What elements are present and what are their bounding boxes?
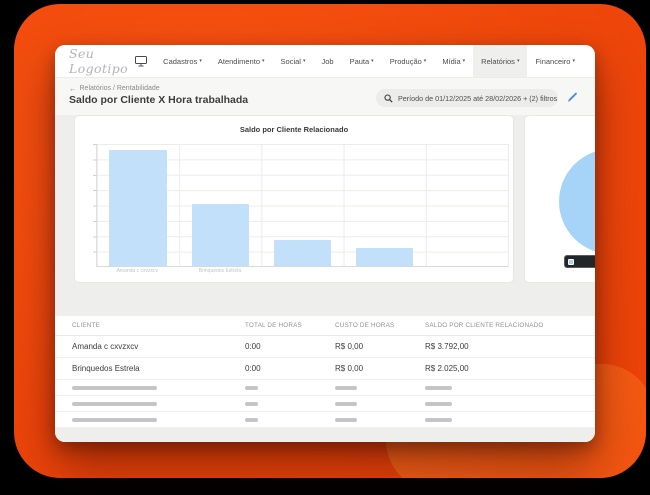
caret-down-icon: ▾ — [572, 57, 575, 64]
edit-filter-pencil-icon[interactable] — [567, 92, 578, 103]
bar-3[interactable] — [355, 247, 414, 266]
nav-item-atendimento[interactable]: Atendimento ▾ — [217, 56, 265, 66]
col-header-saldo[interactable]: SALDO POR CLIENTE RELACIONADO — [425, 322, 544, 329]
cell-total-horas: 0:00 — [245, 342, 261, 351]
top-nav: Seu Logotipo Cadastros ▾ Atendimento ▾ Soc… — [55, 45, 595, 78]
cell-cliente: Amanda c cxvzxcv — [72, 342, 139, 351]
back-arrow-icon[interactable]: ← — [69, 84, 77, 93]
breadcrumb: ← Relatórios / Rentabilidade — [69, 84, 160, 93]
bar-xlabel-1: Brinquedos Estrela — [198, 268, 242, 274]
skeleton-bar — [72, 401, 157, 406]
table-skeleton-row — [55, 380, 595, 396]
nav-item-cadastros[interactable]: Cadastros ▾ — [163, 56, 202, 66]
pie-chart-card — [524, 115, 595, 283]
period-filter-text: Período de 01/12/2025 até 28/02/2026 + (… — [398, 93, 558, 103]
pie-tooltip — [564, 255, 595, 268]
col-header-total-horas[interactable]: TOTAL DE HORAS — [245, 322, 302, 329]
bar-2[interactable] — [273, 240, 332, 266]
skeleton-bar — [245, 401, 258, 406]
cell-custo-horas: R$ 0,00 — [335, 364, 364, 373]
content-area: ← Relatórios / Rentabilidade Saldo por C… — [55, 78, 595, 442]
nav-item-social[interactable]: Social ▾ — [280, 56, 306, 66]
cell-saldo: R$ 2.025,00 — [425, 364, 469, 373]
skeleton-bar — [72, 385, 157, 390]
caret-down-icon: ▾ — [199, 57, 202, 64]
app-logo: Seu Logotipo — [69, 46, 129, 76]
nav-item-job[interactable]: Job — [321, 56, 334, 66]
table-skeleton-row — [55, 396, 595, 412]
bar-chart-card: Saldo por Cliente Relacionado Amanda c c… — [74, 115, 514, 283]
caret-down-icon: ▾ — [462, 57, 466, 64]
bar-0[interactable] — [109, 150, 167, 266]
bar-chart-plot — [93, 144, 509, 267]
skeleton-bar — [425, 401, 452, 406]
bar-chart-title: Saldo por Cliente Relacionado — [239, 125, 349, 134]
bar-chart-bars — [97, 144, 508, 266]
skeleton-bar — [245, 385, 258, 390]
cell-cliente: Brinquedos Estrela — [72, 364, 140, 373]
caret-down-icon: ▾ — [423, 57, 427, 64]
nav-item-financeiro[interactable]: Financeiro ▾ — [535, 56, 575, 66]
period-filter-pill[interactable]: Período de 01/12/2025 até 28/02/2026 + (… — [376, 89, 558, 107]
skeleton-bar — [335, 417, 357, 422]
nav-menu: Cadastros ▾ Atendimento ▾ Social ▾ Job Paut… — [135, 45, 583, 77]
skeleton-bar — [425, 417, 452, 422]
nav-item-pauta[interactable]: Pauta ▾ — [349, 56, 374, 66]
app-window: Seu Logotipo Cadastros ▾ Atendimento ▾ Soc… — [55, 45, 595, 442]
bar-xlabel-0: Amanda c cxvzxcv — [116, 268, 158, 274]
monitor-icon[interactable] — [135, 55, 148, 67]
cell-total-horas: 0:00 — [245, 364, 261, 373]
caret-down-icon: ▾ — [262, 57, 265, 64]
col-header-custo-horas[interactable]: CUSTO DE HORAS — [335, 322, 395, 329]
nav-item-relatorios[interactable]: Relatórios ▾ — [473, 45, 528, 77]
nav-item-midia[interactable]: Mídia ▾ — [442, 56, 466, 66]
caret-down-icon: ▾ — [371, 57, 374, 64]
cell-custo-horas: R$ 0,00 — [335, 342, 364, 351]
pie-slice[interactable] — [559, 149, 595, 254]
clients-table: CLIENTE TOTAL DE HORAS CUSTO DE HORAS SA… — [55, 316, 595, 428]
tooltip-swatch — [568, 258, 574, 265]
bar-1[interactable] — [191, 204, 250, 266]
col-header-cliente[interactable]: CLIENTE — [72, 322, 100, 329]
y-axis-ticks — [93, 144, 97, 267]
table-header-row: CLIENTE TOTAL DE HORAS CUSTO DE HORAS SA… — [55, 316, 595, 336]
table-row[interactable]: Amanda c cxvzxcv 0:00 R$ 0,00 R$ 3.792,0… — [55, 336, 595, 358]
nav-item-producao[interactable]: Produção ▾ — [389, 56, 427, 66]
bar-chart-xlabels: Amanda c cxvzxcv Brinquedos Estrela — [96, 268, 509, 276]
skeleton-bar — [425, 385, 452, 390]
caret-down-icon: ▾ — [302, 57, 306, 64]
table-row[interactable]: Brinquedos Estrela 0:00 R$ 0,00 R$ 2.025… — [55, 358, 595, 380]
skeleton-bar — [335, 385, 357, 390]
skeleton-bar — [72, 417, 157, 422]
table-skeleton-row — [55, 412, 595, 428]
cell-saldo: R$ 3.792,00 — [425, 342, 469, 351]
skeleton-bar — [335, 401, 357, 406]
caret-down-icon: ▾ — [516, 57, 520, 64]
breadcrumb-path[interactable]: Relatórios / Rentabilidade — [79, 85, 160, 92]
skeleton-bar — [245, 417, 258, 422]
page-title: Saldo por Cliente X Hora trabalhada — [69, 94, 249, 106]
search-icon — [384, 93, 393, 103]
